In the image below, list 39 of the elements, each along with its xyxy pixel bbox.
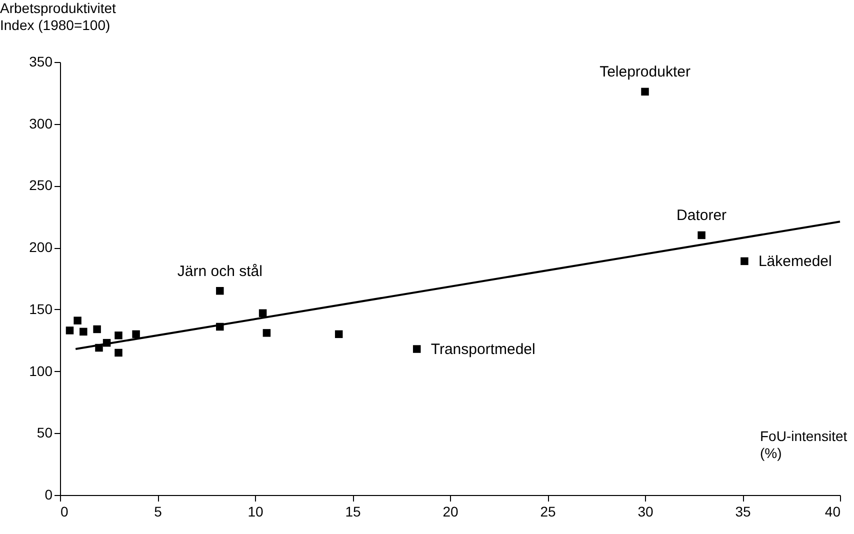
point — [641, 88, 649, 96]
point — [80, 328, 88, 336]
x-tick-label: 35 — [735, 504, 751, 520]
point — [216, 287, 224, 295]
annotation: Teleprodukter — [600, 64, 690, 81]
annotation: Transportmedel — [430, 341, 536, 358]
point — [412, 345, 421, 353]
point — [93, 325, 101, 334]
y-axis-title: Arbetsproduktivitet Index (1980=100) — [0, 0, 116, 33]
x-tick-label: 20 — [442, 504, 458, 520]
point — [114, 348, 122, 357]
point — [698, 231, 706, 240]
annotation: Järn och stål — [177, 262, 262, 280]
x-tick-label: 30 — [638, 504, 654, 520]
point — [262, 329, 271, 337]
y-tick-label: 0 — [44, 486, 53, 502]
y-tick-label: 100 — [29, 362, 53, 379]
y-tick-label: 350 — [29, 54, 53, 70]
y-tick-label: 300 — [29, 115, 53, 132]
x-tick-label: 15 — [345, 504, 361, 520]
x-tick-label: 10 — [248, 504, 264, 520]
y-tick-label: 50 — [36, 424, 53, 441]
x-axis-title: FoU-intensitet (%) — [760, 428, 848, 461]
x-tick-label: 25 — [540, 504, 556, 520]
y-tick-label: 200 — [29, 239, 53, 256]
point — [334, 330, 343, 338]
x-tick-label: 0 — [60, 504, 68, 520]
point — [74, 316, 82, 324]
y-tick-label: 150 — [29, 300, 53, 317]
y-tick-label: 250 — [29, 177, 53, 194]
point — [132, 330, 140, 338]
point — [258, 309, 267, 318]
x-tick-label: 5 — [154, 504, 162, 520]
x-tick-label: 40 — [824, 504, 841, 520]
point — [740, 257, 748, 266]
annotation: Läkemedel — [758, 253, 832, 270]
point — [66, 326, 74, 334]
point — [114, 332, 122, 340]
annotation: Datorer — [676, 207, 727, 224]
